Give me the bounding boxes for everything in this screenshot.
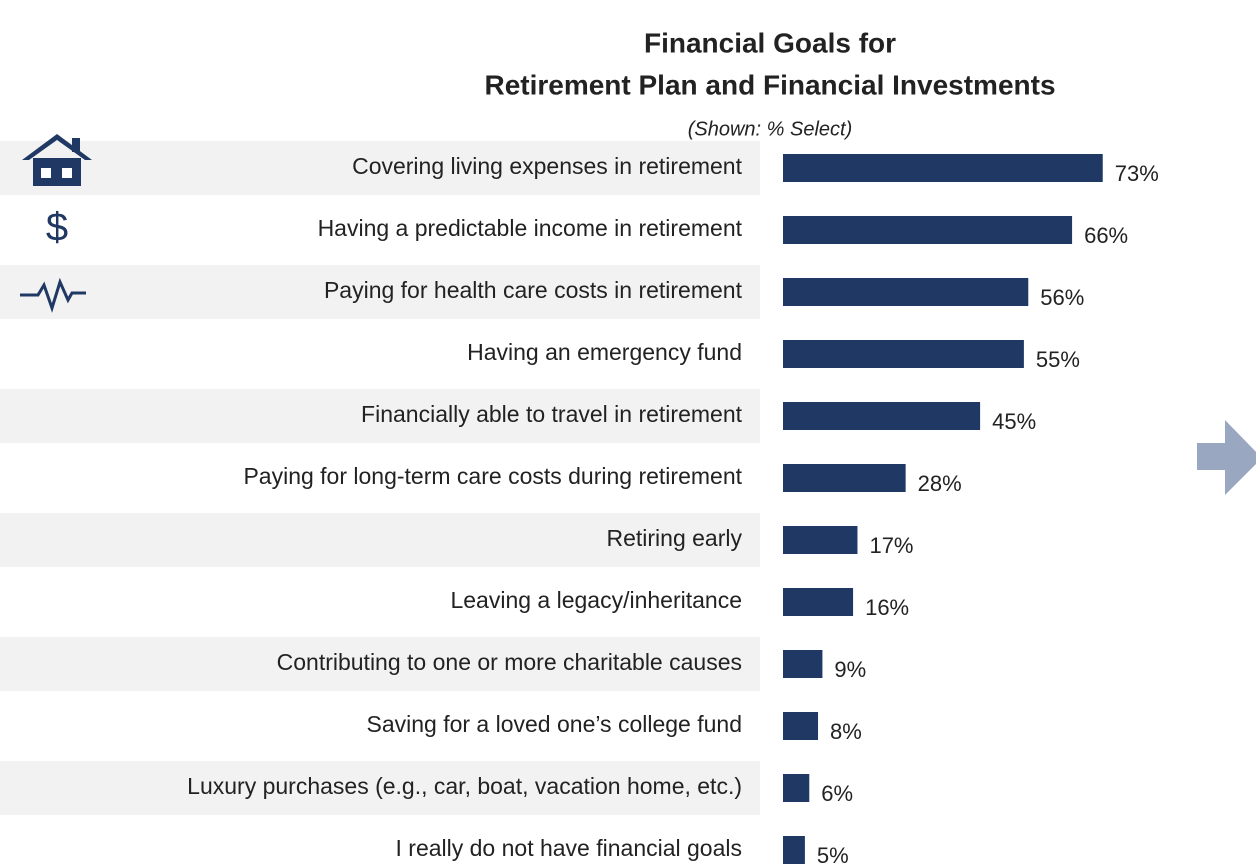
value-label: 56% xyxy=(1040,285,1084,310)
bar xyxy=(783,402,981,430)
value-label: 17% xyxy=(869,533,913,558)
category-label: Paying for long-term care costs during r… xyxy=(243,463,742,489)
chart-subtitle: (Shown: % Select) xyxy=(688,118,853,140)
bar xyxy=(783,340,1024,368)
value-label: 5% xyxy=(817,843,849,865)
bar xyxy=(783,774,810,802)
value-label: 73% xyxy=(1115,161,1159,186)
value-label: 45% xyxy=(992,409,1036,434)
dollar-icon: $ xyxy=(46,206,68,250)
row-stripe xyxy=(0,637,760,691)
pulse-icon xyxy=(20,277,86,313)
value-label: 6% xyxy=(821,781,853,806)
bar xyxy=(783,464,906,492)
chart-title: Financial Goals for xyxy=(644,27,896,58)
row-stripe xyxy=(0,141,760,195)
arrow xyxy=(1197,420,1256,495)
category-label: Contributing to one or more charitable c… xyxy=(277,649,742,675)
value-label: 66% xyxy=(1084,223,1128,248)
chart-title: Retirement Plan and Financial Investment… xyxy=(484,69,1055,100)
category-label: I really do not have financial goals xyxy=(396,835,743,861)
category-label: Covering living expenses in retirement xyxy=(352,153,743,179)
category-label: Luxury purchases (e.g., car, boat, vacat… xyxy=(187,773,742,799)
category-label: Saving for a loved one’s college fund xyxy=(366,711,742,737)
value-label: 9% xyxy=(834,657,866,682)
row-stripe xyxy=(0,265,760,319)
house-icon xyxy=(22,134,92,186)
row-stripe xyxy=(0,761,760,815)
bar xyxy=(783,216,1073,244)
value-label: 28% xyxy=(918,471,962,496)
category-label: Retiring early xyxy=(607,525,743,551)
value-label: 55% xyxy=(1036,347,1080,372)
bar xyxy=(783,836,805,864)
value-label: 16% xyxy=(865,595,909,620)
category-label: Financially able to travel in retirement xyxy=(361,401,743,427)
category-label: Having a predictable income in retiremen… xyxy=(318,215,743,241)
value-label: 8% xyxy=(830,719,862,744)
bar xyxy=(783,588,854,616)
category-label: Having an emergency fund xyxy=(467,339,742,365)
bar xyxy=(783,154,1103,182)
bar xyxy=(783,526,858,554)
bar xyxy=(783,650,823,678)
category-label: Leaving a legacy/inheritance xyxy=(450,587,742,613)
bar xyxy=(783,712,819,740)
category-label: Paying for health care costs in retireme… xyxy=(324,277,743,303)
row-stripe xyxy=(0,513,760,567)
row-stripe xyxy=(0,389,760,443)
bar xyxy=(783,278,1029,306)
